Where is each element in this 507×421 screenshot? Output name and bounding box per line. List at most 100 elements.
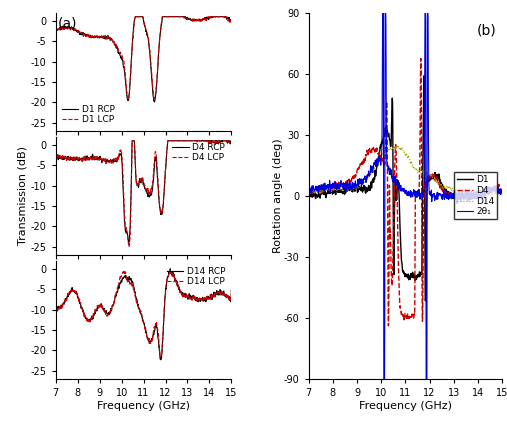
- D4 RCP: [129, 138, 135, 143]
- D1 LCP: [174, 14, 180, 19]
- D4 RCP: [70, 157, 77, 163]
- D4 RCP: [174, 138, 180, 143]
- Line: D4: D4: [309, 59, 502, 326]
- D4: [391, 204, 397, 209]
- Line: D4 RCP: D4 RCP: [56, 141, 231, 242]
- D14 RCP: [158, 357, 164, 362]
- Line: D1 LCP: D1 LCP: [56, 17, 231, 99]
- D1 RCP: [152, 99, 158, 104]
- X-axis label: Frequency (GHz): Frequency (GHz): [97, 401, 190, 411]
- Line: D4 LCP: D4 LCP: [56, 141, 231, 247]
- D14 LCP: [130, 284, 136, 289]
- D14 LCP: [193, 297, 199, 302]
- D4 LCP: [126, 245, 132, 250]
- D14: [384, 148, 390, 153]
- D1 RCP: [193, 17, 199, 22]
- D14 LCP: [53, 294, 59, 299]
- D14: [460, 191, 466, 196]
- D14 LCP: [228, 287, 234, 292]
- D14: [325, 187, 332, 192]
- D4: [385, 323, 391, 328]
- D1 LCP: [126, 97, 132, 102]
- D14: [391, 145, 397, 150]
- Line: D1: D1: [309, 76, 502, 301]
- D14: [456, 191, 462, 196]
- Line: D1 RCP: D1 RCP: [56, 17, 231, 102]
- D4: [499, 190, 505, 195]
- 2θ₁: [391, 176, 397, 181]
- Y-axis label: Rotation angle (deg): Rotation angle (deg): [273, 139, 282, 253]
- Legend: D14 RCP, D14 LCP: D14 RCP, D14 LCP: [165, 265, 227, 288]
- D4 LCP: [174, 138, 180, 143]
- D1 LCP: [228, 19, 234, 24]
- D1 RCP: [174, 14, 180, 19]
- D4 LCP: [129, 138, 135, 143]
- D1 RCP: [190, 17, 196, 22]
- D14 RCP: [53, 293, 59, 298]
- 2θ₁: [306, 188, 312, 193]
- Line: D14 LCP: D14 LCP: [56, 271, 231, 357]
- D1 LCP: [130, 33, 136, 38]
- Text: (b): (b): [477, 24, 496, 37]
- D14 LCP: [190, 295, 196, 300]
- D4: [306, 191, 312, 196]
- D14 LCP: [167, 269, 173, 274]
- D14 RCP: [124, 275, 130, 280]
- D4 RCP: [130, 138, 136, 143]
- X-axis label: Frequency (GHz): Frequency (GHz): [359, 401, 452, 411]
- D4 LCP: [193, 138, 199, 143]
- D1 LCP: [190, 17, 196, 22]
- D14 RCP: [130, 281, 136, 286]
- D14: [306, 192, 312, 197]
- D4 RCP: [228, 141, 234, 146]
- D14 RCP: [190, 294, 196, 299]
- D4: [457, 192, 463, 197]
- D1 RCP: [124, 93, 130, 99]
- D14 RCP: [70, 289, 77, 294]
- D1 LCP: [70, 29, 77, 34]
- D14: [394, 143, 401, 148]
- D4 RCP: [53, 150, 59, 155]
- D14 LCP: [70, 288, 77, 293]
- D1 RCP: [130, 31, 136, 36]
- D1: [422, 298, 428, 304]
- D1: [499, 189, 505, 195]
- Legend: D4 RCP, D4 LCP: D4 RCP, D4 LCP: [171, 141, 227, 164]
- Y-axis label: Transmission (dB): Transmission (dB): [18, 146, 28, 245]
- D1 LCP: [53, 23, 59, 28]
- 2θ₁: [439, 196, 445, 201]
- D1: [439, 184, 445, 189]
- D1 LCP: [132, 14, 138, 19]
- D4 LCP: [190, 139, 196, 144]
- Line: D14 RCP: D14 RCP: [56, 269, 231, 360]
- D1 RCP: [53, 22, 59, 27]
- 2θ₁: [499, 189, 505, 194]
- D4: [418, 56, 424, 61]
- D4 RCP: [193, 138, 199, 143]
- D14 LCP: [124, 277, 130, 282]
- D14: [499, 191, 505, 196]
- 2θ₁: [460, 196, 466, 201]
- D1: [384, 129, 390, 134]
- D4 LCP: [130, 138, 136, 143]
- Legend: D1 RCP, D1 LCP: D1 RCP, D1 LCP: [60, 103, 117, 126]
- D4 LCP: [124, 227, 130, 232]
- D4: [325, 186, 332, 191]
- D4 LCP: [228, 141, 234, 147]
- D14 RCP: [174, 280, 180, 285]
- D14 RCP: [167, 266, 173, 271]
- 2θ₁: [380, 10, 386, 15]
- Line: 2θ₁: 2θ₁: [309, 13, 502, 379]
- 2θ₁: [384, 163, 390, 168]
- D4 LCP: [70, 157, 77, 162]
- D14: [468, 194, 474, 199]
- D1: [325, 191, 332, 196]
- D4 RCP: [190, 138, 196, 143]
- 2θ₁: [457, 194, 463, 199]
- D14: [439, 182, 445, 187]
- 2θ₁: [325, 187, 332, 192]
- Text: (a): (a): [57, 16, 77, 30]
- D1 LCP: [124, 89, 130, 94]
- D1: [391, 272, 397, 277]
- D14 RCP: [193, 297, 199, 302]
